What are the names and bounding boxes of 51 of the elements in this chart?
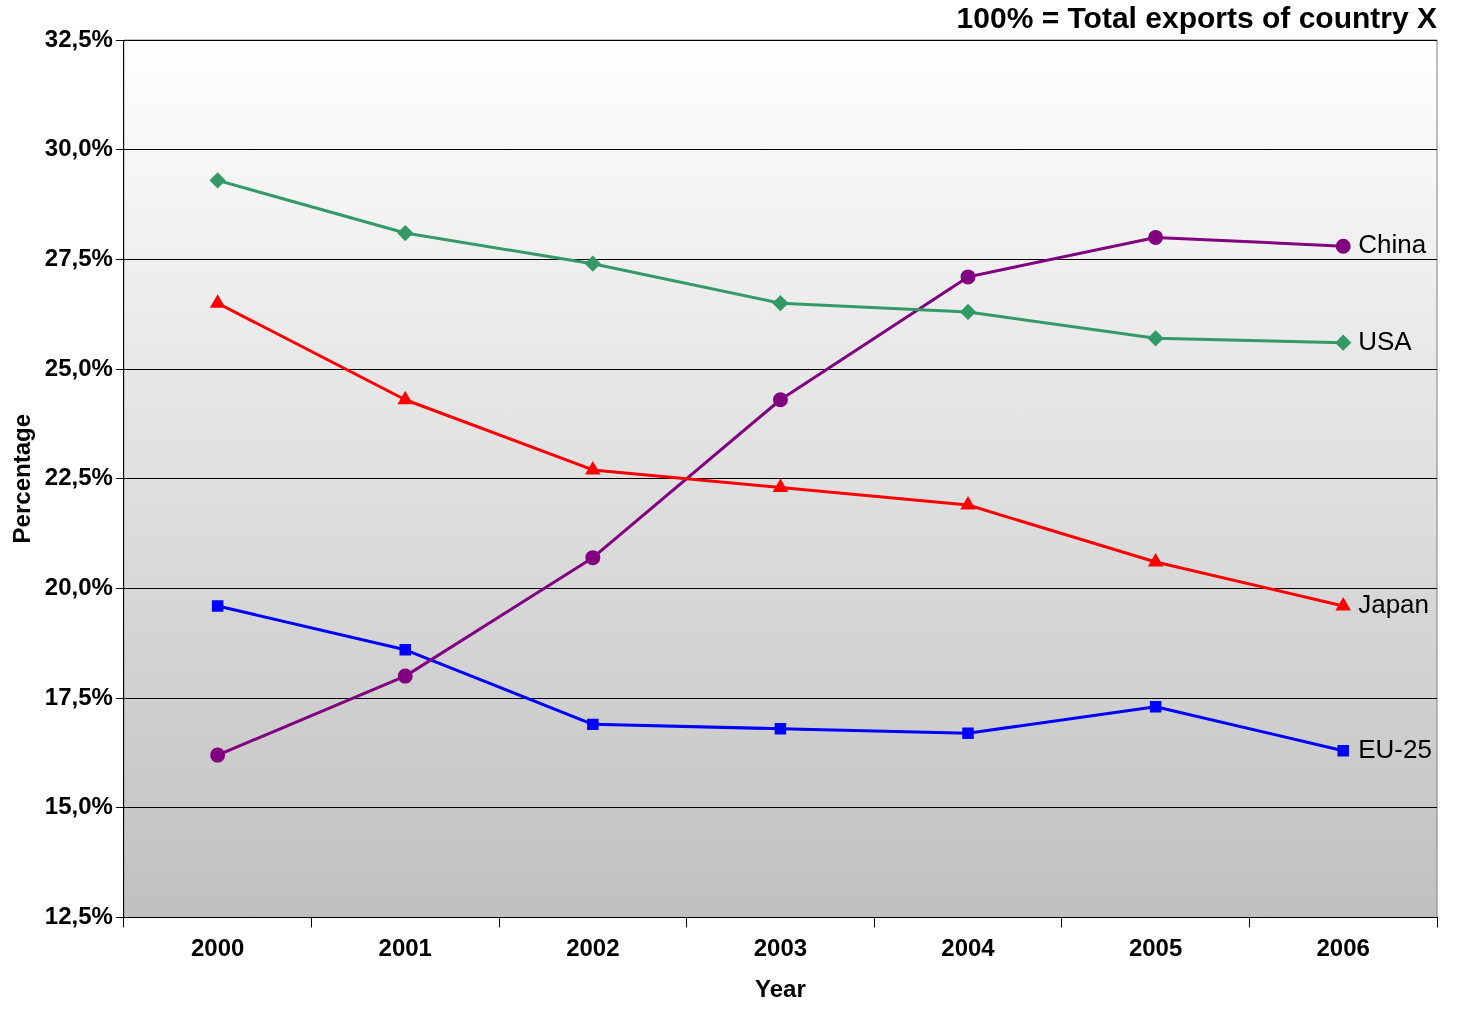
point xyxy=(587,718,599,731)
point xyxy=(585,256,601,272)
x-tick-label: 2004 xyxy=(941,934,996,962)
point xyxy=(774,723,787,735)
point xyxy=(1148,330,1164,346)
point xyxy=(960,269,976,285)
point xyxy=(210,747,226,763)
y-tick-label: 30,0% xyxy=(44,134,113,162)
y-tick-label: 25,0% xyxy=(44,353,113,381)
x-tick-label: 2000 xyxy=(190,934,245,962)
point xyxy=(1335,335,1351,351)
point xyxy=(211,600,224,612)
point xyxy=(399,644,411,656)
series-label: USA xyxy=(1358,325,1413,356)
x-tick-label: 2005 xyxy=(1128,934,1183,962)
point xyxy=(1148,554,1163,567)
y-tick-label: 20,0% xyxy=(44,573,113,600)
series-label: China xyxy=(1358,229,1427,260)
point xyxy=(962,727,974,739)
x-tick-label: 2002 xyxy=(566,934,620,962)
point xyxy=(960,304,976,320)
point xyxy=(397,225,413,241)
y-tick-label: 22,5% xyxy=(44,463,113,491)
x-tick-label: 2006 xyxy=(1316,934,1370,962)
series-label: EU-25 xyxy=(1358,733,1432,764)
y-tick-label: 32,5% xyxy=(44,24,113,52)
point xyxy=(586,462,600,475)
point xyxy=(397,668,413,684)
point xyxy=(210,172,226,188)
point xyxy=(585,550,601,566)
y-tick-label: 15,0% xyxy=(44,792,113,820)
point xyxy=(1336,598,1350,611)
x-tick-label: 2001 xyxy=(378,934,432,962)
chart-title: 100% = Total exports of country X xyxy=(956,1,1437,35)
point xyxy=(1335,238,1351,254)
y-tick-label: 17,5% xyxy=(44,682,113,710)
series-label: Japan xyxy=(1358,589,1430,620)
point xyxy=(1337,744,1349,757)
point xyxy=(398,392,412,405)
point xyxy=(1148,229,1164,245)
point xyxy=(210,295,225,308)
y-axis-title: Percentage xyxy=(8,414,36,544)
point xyxy=(961,497,975,510)
x-axis-title: Year xyxy=(755,975,806,1003)
y-tick-label: 12,5% xyxy=(44,902,113,930)
y-tick-label: 27,5% xyxy=(44,243,113,271)
point xyxy=(772,295,788,311)
point xyxy=(772,392,788,408)
x-tick-label: 2003 xyxy=(753,934,808,962)
point xyxy=(773,479,788,492)
point xyxy=(1149,701,1162,713)
